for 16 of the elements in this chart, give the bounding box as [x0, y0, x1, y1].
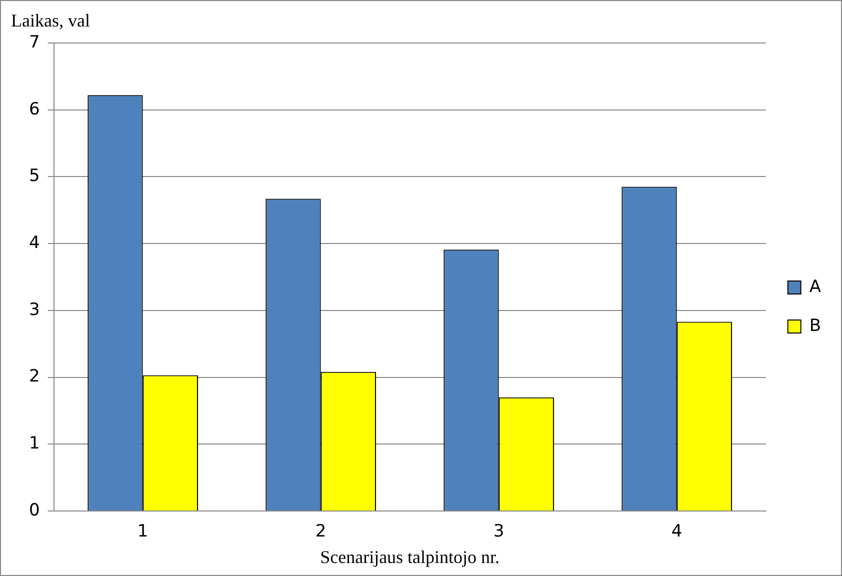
legend-label: B — [809, 316, 822, 336]
y-tick-label: 0 — [28, 500, 40, 520]
y-tick-label: 7 — [28, 32, 40, 52]
y-tick-label: 4 — [28, 232, 40, 253]
y-tick-label: 6 — [28, 99, 40, 120]
y-tick-label: 2 — [28, 366, 40, 387]
x-tick-label: 2 — [315, 522, 326, 542]
x-axis-title: Scenarijaus talpintojo nr. — [320, 546, 500, 567]
x-tick-label: 3 — [493, 522, 504, 542]
x-tick-label: 4 — [671, 522, 682, 542]
legend-label: A — [809, 276, 822, 297]
y-tick-label: 1 — [28, 434, 40, 454]
y-tick-label: 3 — [28, 300, 40, 320]
x-tick-label: 1 — [137, 522, 148, 542]
y-axis-title: Laikas, val — [11, 10, 90, 31]
y-tick-label: 5 — [28, 166, 40, 186]
